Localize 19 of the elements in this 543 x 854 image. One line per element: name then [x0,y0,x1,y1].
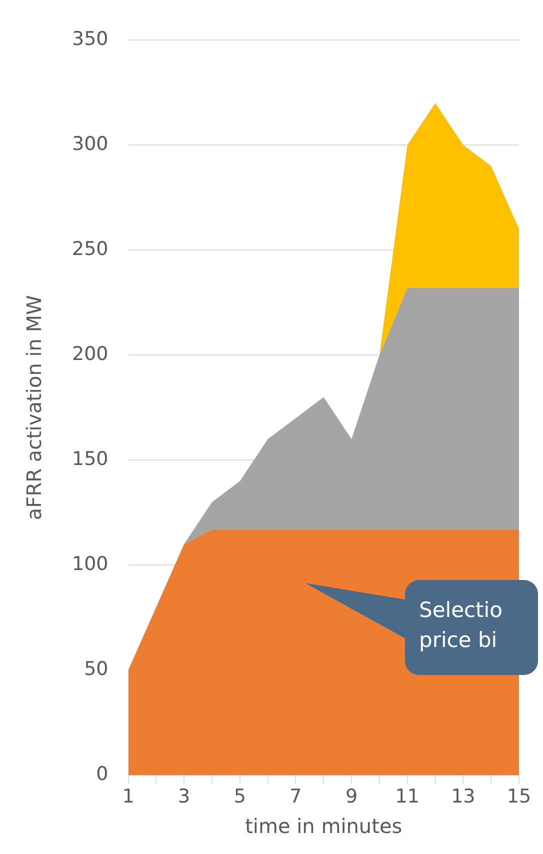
y-tick-label: 0 [96,763,108,786]
x-tick-label: 5 [234,786,246,808]
x-tick-label: 7 [290,786,302,808]
y-tick-label: 300 [72,132,108,155]
x-tick-label: 15 [506,786,532,808]
x-tick-label: 11 [395,786,420,808]
x-tick-label: 1 [122,786,134,808]
y-tick-label: 350 [72,28,108,50]
y-tick-label: 50 [84,658,108,680]
x-tick-label: 3 [178,786,190,808]
y-tick-label: 250 [72,238,108,260]
x-tick-label: 13 [451,786,476,808]
x-axis-title: time in minutes [245,814,402,838]
x-tick-label: 9 [345,786,358,808]
y-tick-label: 100 [72,553,108,576]
y-axis-title: aFRR activation in MW [22,294,46,520]
annotation: Selectio price bi [419,598,502,652]
y-tick-label: 200 [72,343,108,366]
y-tick-label: 150 [72,448,108,470]
